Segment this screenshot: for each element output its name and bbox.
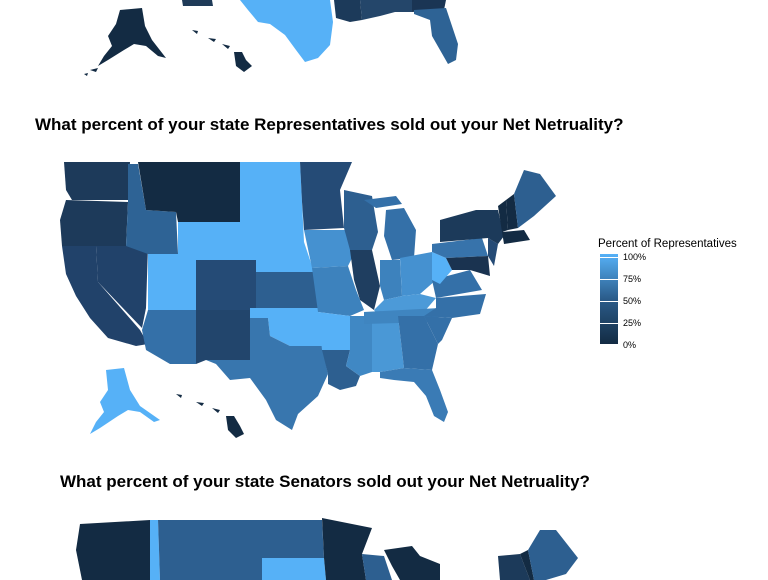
- state-mt: [138, 162, 240, 222]
- state-nm: [196, 310, 250, 364]
- top-map: [84, 0, 458, 76]
- state-or: [60, 200, 128, 246]
- state-mo: [312, 266, 364, 316]
- legend-color-bar: [600, 254, 618, 344]
- state-wa: [64, 162, 130, 200]
- top-state-fl: [414, 8, 458, 64]
- sen-state-mn: [322, 518, 372, 580]
- top-ak-islands: [84, 68, 98, 76]
- state-oh: [400, 252, 436, 296]
- state-ga: [398, 316, 438, 370]
- state-ia: [304, 230, 354, 268]
- senators-map: [76, 518, 578, 580]
- legend-label-75: 75%: [623, 274, 642, 284]
- state-nj: [488, 238, 498, 266]
- state-hi: [176, 394, 244, 438]
- legend-label-0: 0%: [623, 340, 637, 350]
- state-ut: [148, 254, 196, 310]
- reps-map-title: What percent of your state Representativ…: [35, 115, 624, 134]
- state-wi: [344, 190, 378, 250]
- state-pa: [432, 238, 488, 258]
- state-fl: [380, 368, 448, 422]
- sen-state-wi: [362, 554, 392, 580]
- legend-tick-100: [600, 257, 618, 258]
- state-md: [446, 256, 490, 276]
- top-state-la: [334, 0, 362, 22]
- state-ms: [346, 316, 372, 376]
- state-ny: [440, 210, 504, 244]
- state-in: [380, 260, 402, 300]
- legend-label-100: 100%: [623, 252, 647, 262]
- top-state-hi: [192, 30, 252, 72]
- legend-label-25: 25%: [623, 318, 642, 328]
- state-nv: [96, 246, 148, 328]
- senators-map-title: What percent of your state Senators sold…: [60, 472, 590, 491]
- reps-map: [60, 162, 556, 438]
- legend-title: Percent of Representatives: [598, 238, 737, 250]
- state-il: [350, 250, 380, 310]
- state-ar: [318, 312, 350, 350]
- top-state-ms-al: [360, 0, 412, 20]
- top-state-ok-edge: [182, 0, 213, 6]
- state-wy: [178, 222, 240, 260]
- state-nh: [506, 194, 518, 230]
- state-nc: [424, 294, 486, 318]
- sen-state-wa: [76, 520, 150, 580]
- state-ks: [256, 272, 318, 308]
- legend-tick-75: [600, 279, 618, 280]
- state-me: [514, 170, 556, 228]
- state-ok: [250, 308, 322, 346]
- state-ak: [90, 368, 160, 434]
- state-la: [322, 350, 360, 390]
- state-tx: [206, 318, 328, 430]
- state-sc: [424, 316, 452, 344]
- sen-state-nd: [262, 520, 324, 558]
- legend-tick-50: [600, 301, 618, 302]
- sen-state-mt: [158, 520, 262, 580]
- state-sd: [240, 202, 304, 242]
- sen-state-ny: [498, 554, 530, 580]
- sen-state-id: [150, 520, 160, 580]
- state-id: [126, 164, 178, 254]
- state-ma: [502, 230, 530, 244]
- state-mn: [300, 162, 352, 230]
- state-ne: [240, 242, 314, 272]
- state-mi: [364, 196, 416, 260]
- state-vt: [498, 200, 508, 232]
- sen-state-vt: [520, 550, 534, 580]
- sen-state-me: [528, 530, 578, 580]
- state-al: [372, 316, 404, 372]
- state-co: [196, 260, 256, 310]
- legend-label-50: 50%: [623, 296, 642, 306]
- legend-tick-25: [600, 323, 618, 324]
- reps-legend: Percent of Representatives 100% 75% 50% …: [598, 238, 766, 350]
- state-ca: [62, 246, 148, 346]
- sen-state-mi: [384, 546, 440, 580]
- state-az: [142, 310, 196, 364]
- sen-state-sd: [262, 558, 326, 580]
- state-nd: [240, 162, 302, 202]
- top-state-tx: [240, 0, 333, 62]
- top-state-ak: [98, 8, 166, 66]
